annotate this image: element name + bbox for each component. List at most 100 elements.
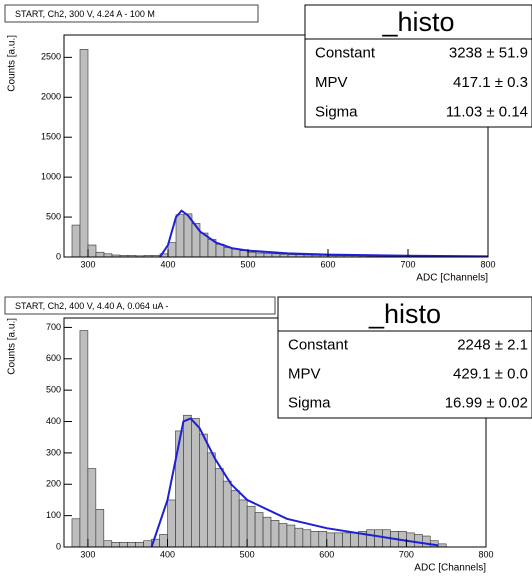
x-tick-label: 500	[240, 549, 255, 559]
histogram-bar	[95, 251, 105, 258]
histogram-bar	[246, 505, 256, 548]
histogram-bar	[263, 253, 273, 258]
histogram-bar	[111, 541, 121, 548]
histogram-bar	[191, 418, 200, 548]
histogram-bar	[71, 518, 81, 548]
stats-value: 429.1 ± 0.0	[453, 365, 528, 382]
y-tick-label: 200	[46, 479, 61, 489]
histogram-bar	[87, 244, 97, 258]
y-axis-label: Counts [a.u.]	[7, 318, 18, 375]
plot-frame	[63, 317, 487, 548]
histogram-bar	[342, 532, 351, 548]
x-tick-label: 500	[240, 259, 255, 269]
histogram-bar	[302, 529, 312, 548]
stats-value: 3238 ± 51.9	[449, 45, 528, 62]
y-tick-label: 600	[46, 353, 61, 363]
histogram-bar	[159, 534, 168, 548]
stats-value: 11.03 ± 0.14	[446, 103, 528, 120]
histogram-bar	[222, 480, 232, 548]
x-tick-label: 300	[80, 259, 95, 269]
histogram-bar	[366, 529, 375, 548]
stats-title: _histo	[381, 7, 454, 37]
y-tick-label: 100	[46, 510, 61, 520]
histogram-bar	[239, 250, 249, 258]
x-tick-label: 600	[319, 549, 334, 559]
histogram-bar	[318, 531, 328, 548]
y-tick-label: 500	[46, 385, 61, 395]
plot-frame	[63, 34, 489, 258]
histogram-bar	[199, 433, 208, 548]
histogram-bar	[167, 499, 176, 548]
histogram-bar	[414, 534, 423, 548]
y-tick-label: 1500	[41, 132, 61, 142]
histogram-bar	[175, 214, 185, 258]
stats-name: Constant	[288, 336, 349, 353]
x-tick-label: 700	[399, 549, 414, 559]
x-tick-label: 300	[80, 549, 95, 559]
histogram-bar	[262, 516, 272, 548]
histogram-bar	[278, 523, 288, 548]
histogram-bar	[143, 540, 152, 548]
histogram-bar	[255, 252, 265, 258]
y-tick-label: 2500	[41, 52, 61, 62]
stats-name: Constant	[315, 45, 376, 62]
stats-name: Sigma	[288, 394, 331, 411]
histogram-bar	[103, 540, 113, 548]
y-tick-label: 500	[46, 211, 61, 221]
stats-name: MPV	[315, 74, 348, 91]
histogram-bar	[294, 527, 304, 548]
x-axis-label: ADC [Channels]	[414, 563, 486, 574]
y-tick-label: 0	[56, 251, 61, 261]
title-box	[4, 296, 276, 315]
histogram-bar	[223, 247, 233, 258]
y-axis-label: Counts [a.u.]	[7, 35, 18, 92]
histogram-bar	[310, 531, 320, 548]
stats-name: Sigma	[315, 103, 358, 120]
histogram-bar	[119, 541, 128, 548]
histogram-bar	[79, 49, 89, 258]
chart-title: START, Ch2, 400 V, 4.40 A, 0.064 uA -	[15, 301, 168, 311]
x-tick-label: 800	[478, 549, 493, 559]
x-tick-label: 700	[400, 259, 415, 269]
y-tick-label: 700	[46, 322, 61, 332]
x-tick-label: 800	[480, 259, 495, 269]
stats-value: 2248 ± 2.1	[457, 336, 528, 353]
x-tick-label: 600	[320, 259, 335, 269]
histogram-bar	[238, 499, 248, 548]
histogram-bar	[215, 243, 225, 258]
histogram-bar	[207, 452, 216, 548]
y-tick-label: 400	[46, 416, 61, 426]
histogram-bar	[87, 468, 97, 548]
fit-curve	[150, 417, 439, 548]
stats-value: 16.99 ± 0.02	[445, 394, 528, 411]
stats-value: 417.1 ± 0.3	[453, 74, 528, 91]
x-tick-label: 400	[160, 259, 175, 269]
histogram-bar	[175, 430, 184, 548]
x-axis-label: ADC [Channels]	[416, 273, 488, 284]
histogram-bar	[326, 532, 336, 548]
histogram-bar	[214, 468, 224, 548]
title-box	[4, 4, 259, 23]
stats-box	[277, 296, 532, 419]
histogram-bar	[95, 509, 105, 548]
y-tick-label: 300	[46, 447, 61, 457]
histogram-bar	[334, 532, 343, 548]
stats-name: MPV	[288, 365, 321, 382]
histogram-bar	[167, 242, 177, 258]
histogram-bar	[230, 490, 240, 548]
y-tick-label: 2000	[41, 92, 61, 102]
histogram-bar	[71, 224, 81, 258]
histogram-bar	[286, 524, 296, 548]
histogram-bar	[79, 330, 89, 548]
histogram-bar	[135, 541, 144, 548]
histogram-bar	[270, 520, 280, 548]
histogram-bar	[127, 541, 136, 548]
histogram-bar	[247, 251, 257, 258]
histogram-bar	[254, 512, 264, 548]
chart-title: START, Ch2, 300 V, 4.24 A - 100 M	[15, 9, 155, 19]
stats-title: _histo	[368, 299, 441, 329]
histogram-bar	[374, 529, 383, 548]
x-tick-label: 400	[160, 549, 175, 559]
histogram-bar	[350, 532, 359, 548]
